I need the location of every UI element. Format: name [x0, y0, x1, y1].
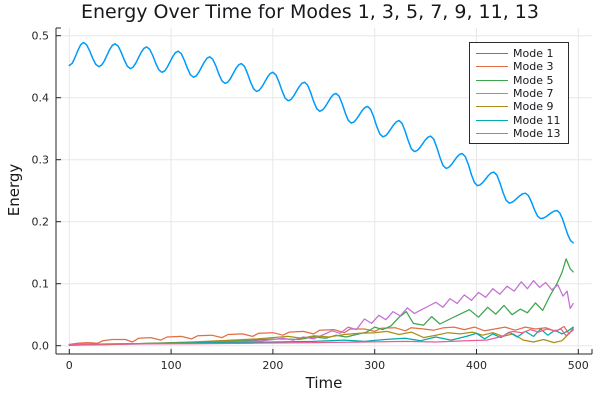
x-tick-label: 100: [161, 359, 182, 372]
legend-line-swatch: [476, 132, 508, 134]
legend-line-swatch: [476, 119, 508, 121]
legend-item-mode-11: Mode 11: [476, 113, 564, 127]
series-line-mode-7: [68, 279, 574, 346]
series-line-mode-5: [68, 258, 574, 346]
series-line-mode-11: [68, 326, 574, 346]
legend-label: Mode 5: [513, 73, 554, 87]
x-tick-label: 0: [66, 359, 73, 372]
series-line-mode-9: [68, 328, 574, 346]
x-tick-label: 200: [262, 359, 283, 372]
series-line-mode-3: [68, 325, 574, 346]
legend-label: Mode 1: [513, 47, 554, 61]
legend-line-swatch: [476, 106, 508, 108]
legend-item-mode-5: Mode 5: [476, 74, 564, 87]
x-axis-label: Time: [305, 374, 343, 392]
series-line-mode-13: [68, 328, 574, 346]
legend-label: Mode 3: [513, 60, 554, 74]
legend-label: Mode 7: [513, 87, 554, 101]
legend-label: Mode 13: [513, 126, 561, 140]
legend-item-mode-7: Mode 7: [476, 87, 564, 100]
y-tick-label: 0.3: [32, 154, 50, 167]
y-tick-label: 0.5: [32, 30, 50, 43]
legend: Mode 1 Mode 3 Mode 5 Mode 7 Mode 9 Mode 11 Mod…: [469, 42, 569, 145]
legend-label: Mode 9: [513, 100, 554, 114]
y-tick-label: 0.1: [32, 278, 50, 291]
x-tick-label: 400: [466, 359, 487, 372]
legend-line-swatch: [476, 79, 508, 81]
x-tick-label: 500: [568, 359, 589, 372]
legend-line-swatch: [476, 53, 508, 55]
y-tick-label: 0.0: [32, 340, 50, 353]
legend-item-mode-9: Mode 9: [476, 100, 564, 113]
legend-item-mode-13: Mode 13: [476, 127, 564, 140]
y-tick-label: 0.4: [32, 92, 50, 105]
legend-line-swatch: [476, 66, 508, 68]
legend-item-mode-1: Mode 1: [476, 47, 564, 60]
x-tick-label: 300: [364, 359, 385, 372]
legend-item-mode-3: Mode 3: [476, 60, 564, 73]
chart-title: Energy Over Time for Modes 1, 3, 5, 7, 9…: [81, 1, 539, 23]
y-tick-label: 0.2: [32, 216, 50, 229]
legend-line-swatch: [476, 93, 508, 95]
legend-label: Mode 11: [513, 113, 561, 127]
series-line-mode-1: [68, 41, 574, 244]
